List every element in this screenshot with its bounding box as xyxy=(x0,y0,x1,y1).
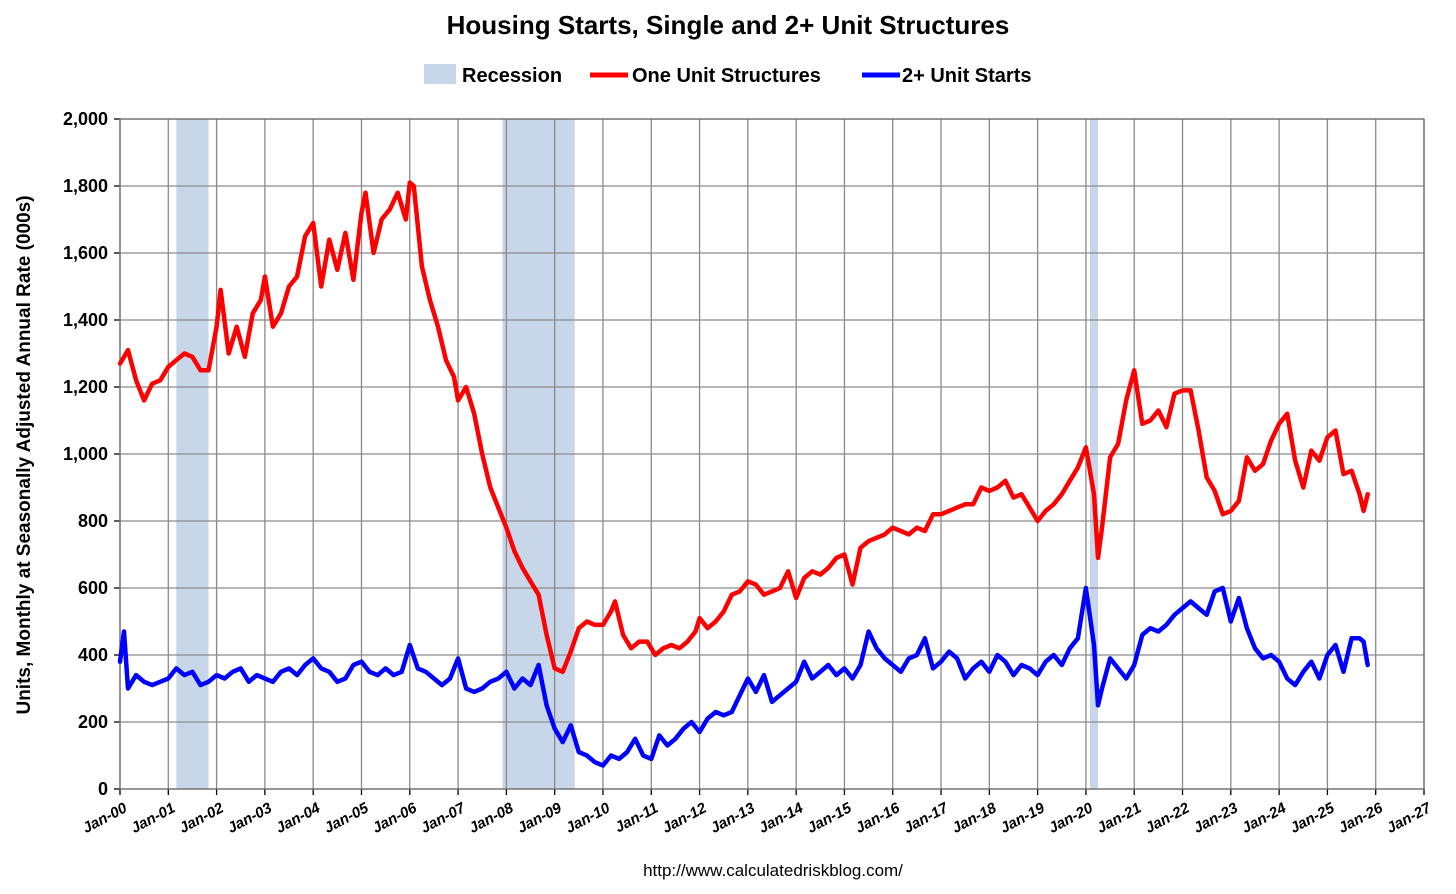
y-tick-label: 1,400 xyxy=(63,310,108,330)
series-line-one-unit-structures xyxy=(117,180,1370,675)
legend: Recession One Unit Structures 2+ Unit St… xyxy=(424,64,1031,87)
y-tick-label: 600 xyxy=(78,578,108,598)
x-tick-label: Jan-06 xyxy=(370,799,421,837)
x-tick-label: Jan-10 xyxy=(563,799,614,837)
x-tick-label: Jan-12 xyxy=(659,799,710,837)
x-tick-label: Jan-22 xyxy=(1142,799,1193,837)
x-tick-label: Jan-04 xyxy=(273,799,324,837)
x-tick-label: Jan-15 xyxy=(804,799,855,837)
source-label: http://www.calculatedriskblog.com/ xyxy=(643,861,903,880)
plot-border xyxy=(119,118,1425,790)
series-line-2-unit-starts xyxy=(117,585,1370,768)
legend-label-one-unit: One Unit Structures xyxy=(632,65,821,87)
x-tick-label: Jan-08 xyxy=(466,799,517,837)
legend-label-multi-unit: 2+ Unit Starts xyxy=(902,65,1031,87)
x-tick-label: Jan-11 xyxy=(612,800,661,837)
x-tick-label: Jan-07 xyxy=(418,799,469,837)
y-tick-label: 2,000 xyxy=(63,109,108,129)
x-tick-label: Jan-20 xyxy=(1046,799,1097,837)
y-tick-label: 800 xyxy=(78,511,108,531)
x-tick-label: Jan-17 xyxy=(901,799,952,837)
x-tick-label: Jan-02 xyxy=(177,799,228,837)
x-tick-label: Jan-03 xyxy=(225,799,276,837)
x-tick-label: Jan-24 xyxy=(1239,799,1290,837)
x-tick-label: Jan-27 xyxy=(1384,799,1435,837)
y-tick-label: 1,800 xyxy=(63,176,108,196)
x-tick-label: Jan-16 xyxy=(853,799,904,837)
legend-label-recession: Recession xyxy=(462,65,562,87)
legend-swatch-recession xyxy=(424,64,456,84)
y-tick-label: 200 xyxy=(78,712,108,732)
chart-title: Housing Starts, Single and 2+ Unit Struc… xyxy=(447,10,1010,40)
x-tick-label: Jan-25 xyxy=(1287,799,1338,837)
x-tick-label: Jan-14 xyxy=(756,799,807,837)
x-tick-label: Jan-19 xyxy=(998,799,1049,837)
x-tick-label: Jan-21 xyxy=(1094,800,1144,837)
y-tick-label: 400 xyxy=(78,645,108,665)
y-tick-label: 1,600 xyxy=(63,243,108,263)
x-tick-label: Jan-05 xyxy=(321,799,372,837)
x-tick-label: Jan-26 xyxy=(1336,799,1387,837)
x-tick-label: Jan-01 xyxy=(128,800,178,837)
x-tick-label: Jan-09 xyxy=(515,799,566,837)
x-tick-label: Jan-23 xyxy=(1191,799,1242,837)
x-tick-label: Jan-18 xyxy=(949,799,1000,837)
y-tick-label: 0 xyxy=(98,779,108,799)
x-tick-label: Jan-13 xyxy=(708,799,759,837)
y-tick-label: 1,000 xyxy=(63,444,108,464)
plot-area: 0 200 400 600 800 1,000 1,200 1,400 1,600 1,800 2,… xyxy=(63,109,1435,837)
y-tick-label: 1,200 xyxy=(63,377,108,397)
y-axis-label: Units, Monthly at Seasonally Adjusted An… xyxy=(14,195,35,714)
x-tick-label: Jan-00 xyxy=(80,799,131,837)
